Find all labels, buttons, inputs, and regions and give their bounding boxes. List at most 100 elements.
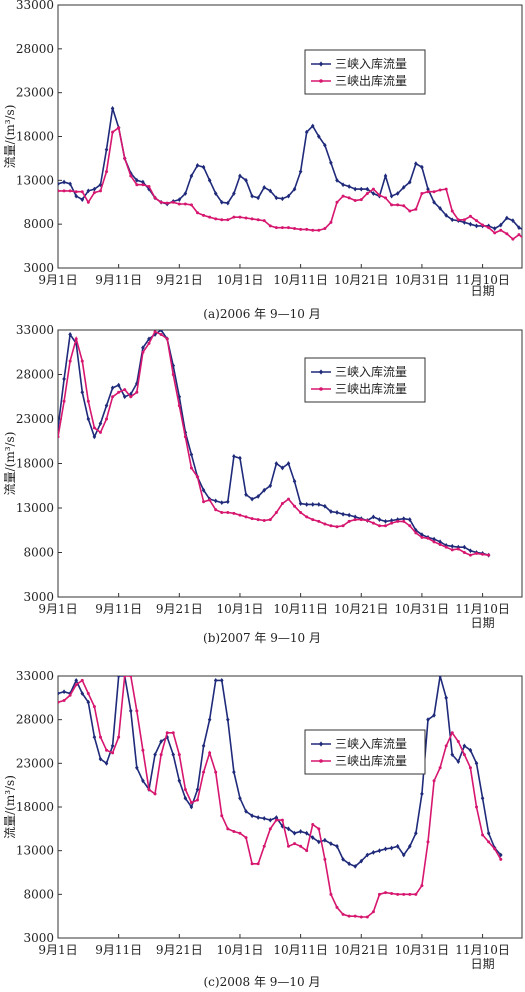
data-point <box>92 186 97 192</box>
data-point <box>475 805 479 809</box>
data-point <box>280 226 284 230</box>
data-point <box>262 844 266 848</box>
data-point <box>213 191 218 196</box>
data-point <box>498 222 503 228</box>
series-line-inflow <box>58 108 522 230</box>
data-point <box>62 376 66 382</box>
data-point <box>317 502 321 507</box>
data-point <box>383 173 388 179</box>
data-point <box>401 516 406 522</box>
data-point <box>147 341 151 345</box>
data-point <box>202 770 206 774</box>
data-point <box>432 199 436 205</box>
data-point <box>408 892 412 896</box>
data-point <box>165 201 169 205</box>
data-point <box>238 173 242 179</box>
data-point <box>262 219 266 223</box>
data-point <box>268 188 273 194</box>
data-point <box>329 160 333 166</box>
data-point <box>305 515 309 519</box>
y-tick-label: 3000 <box>23 931 54 945</box>
data-point <box>165 337 169 341</box>
data-point <box>341 912 345 916</box>
data-point <box>58 700 60 704</box>
data-point <box>402 892 406 896</box>
legend-label: 三峡出库流量 <box>335 381 407 396</box>
data-point <box>262 518 266 522</box>
data-point <box>341 857 345 862</box>
data-point <box>74 683 78 687</box>
data-point <box>517 233 521 237</box>
data-point <box>371 191 376 196</box>
y-tick-label: 23000 <box>16 412 54 426</box>
data-point <box>359 198 363 202</box>
data-point <box>365 191 369 195</box>
data-point <box>68 181 72 187</box>
data-point <box>468 548 473 554</box>
data-point <box>220 218 224 222</box>
legend-marker <box>319 79 323 83</box>
data-point <box>262 487 267 493</box>
legend-label: 三峡入库流量 <box>335 364 407 379</box>
data-point <box>396 892 400 896</box>
data-point <box>420 191 424 195</box>
x-axis-label: 日期 <box>471 284 495 298</box>
data-point <box>323 522 327 526</box>
data-point <box>432 540 436 544</box>
data-point <box>220 510 224 514</box>
data-point <box>128 391 133 397</box>
data-point <box>407 843 412 849</box>
data-point <box>105 417 109 421</box>
data-point <box>414 207 418 211</box>
x-tick-label: 10月31日 <box>395 943 450 957</box>
data-point <box>480 795 485 801</box>
data-point <box>250 862 254 866</box>
data-point <box>165 731 169 735</box>
data-point <box>438 676 442 679</box>
data-point <box>171 731 175 735</box>
data-point <box>177 197 182 203</box>
data-point <box>286 226 290 230</box>
data-point <box>62 399 66 403</box>
data-point <box>438 766 442 770</box>
data-point <box>232 829 236 833</box>
legend-label: 三峡出库流量 <box>335 73 407 88</box>
data-point <box>468 747 473 753</box>
data-point <box>499 228 503 232</box>
y-tick-label: 13000 <box>16 844 54 858</box>
data-point <box>159 332 163 336</box>
data-point <box>389 845 394 851</box>
data-point <box>268 518 272 522</box>
data-point <box>481 833 485 837</box>
data-point <box>189 801 193 805</box>
data-point <box>323 227 327 231</box>
data-point <box>299 227 303 231</box>
x-tick-label: 9月11日 <box>95 602 142 616</box>
data-point <box>395 843 400 849</box>
data-point <box>305 849 309 853</box>
data-point <box>80 190 84 194</box>
data-point <box>293 227 297 231</box>
legend-label: 三峡出库流量 <box>335 753 407 768</box>
data-point <box>293 504 297 508</box>
data-point <box>438 188 442 192</box>
data-point <box>105 748 109 752</box>
data-point <box>341 511 345 517</box>
data-point <box>323 857 327 861</box>
data-point <box>432 712 436 718</box>
data-point <box>68 332 72 337</box>
data-point <box>310 835 315 840</box>
data-point <box>62 698 66 702</box>
data-point <box>92 734 97 740</box>
data-point <box>450 543 455 549</box>
data-point <box>159 330 163 333</box>
data-point <box>123 388 127 392</box>
data-point <box>111 130 115 134</box>
data-point <box>256 862 260 866</box>
y-axis-label: 流量/(m³/s) <box>3 105 17 169</box>
chart-panel-1: 3000 8000 13000 18000 23000 28000 33000 9月1日 9月1… <box>3 0 523 321</box>
data-point <box>226 510 230 514</box>
data-point <box>238 513 242 517</box>
data-point <box>487 840 491 844</box>
data-point <box>353 518 357 522</box>
